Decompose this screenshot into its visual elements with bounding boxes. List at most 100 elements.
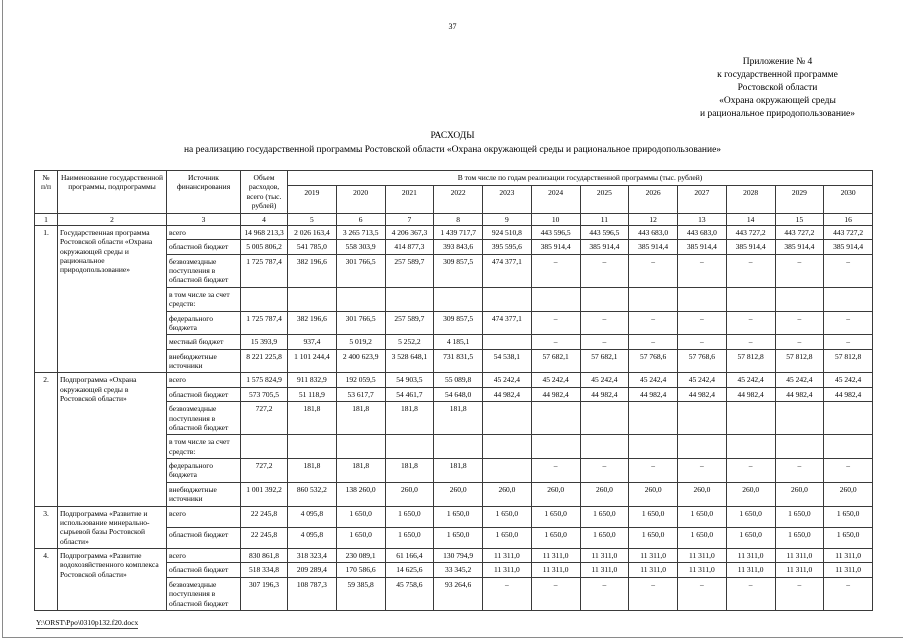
table-row: 1. Государственная программа Ростовской о… [34, 224, 874, 374]
program-name-cell: Подпрограмма «Развитие и использование м… [57, 505, 167, 549]
funding-source-cell: всего [166, 372, 241, 388]
year-amount-cell: 911 832,9 [287, 372, 337, 388]
appendix-line: «Охрана окружающей среды [719, 96, 836, 107]
year-amount-cell [774, 286, 825, 312]
column-number-cell: 14 [725, 212, 776, 226]
year-amount-cell: 541 785,0 [287, 239, 337, 255]
year-amount-cell: 11 311,0 [530, 562, 581, 578]
row-number-cell: 1. [34, 224, 58, 374]
appendix-line: к государственной программе [717, 70, 838, 81]
scan-edge-left [2, 0, 3, 637]
year-amount-cell: – [628, 310, 678, 336]
column-number-cell: 13 [677, 212, 727, 226]
funding-source-cell: всего [166, 224, 241, 241]
year-amount-cell [530, 286, 581, 312]
year-amount-cell: – [628, 576, 678, 611]
funding-source-cell: безвозмездные поступления в областной бю… [166, 253, 241, 288]
footer-file-path: Y:\ORST\Ppo\0310p132.f20.docx [36, 618, 139, 629]
year-header-cell: 2030 [823, 185, 874, 214]
funding-source-cell: в том числе за счет средств: [166, 286, 241, 312]
year-amount-cell: 731 831,5 [433, 348, 483, 374]
year-amount-cell: 181,8 [287, 458, 337, 483]
year-amount-cell: 4 095,8 [287, 505, 337, 528]
funding-source-cell: областной бюджет [166, 526, 241, 550]
funding-source-cell: областной бюджет [166, 386, 241, 403]
year-amount-cell: 301 766,5 [335, 310, 386, 336]
column-number-cell: 4 [240, 212, 288, 226]
year-amount-cell: 45 242,4 [530, 372, 581, 388]
year-amount-cell: 257 589,7 [384, 253, 435, 288]
total-amount-cell: 727,2 [240, 401, 288, 436]
year-amount-cell: 385 914,4 [579, 239, 630, 255]
year-amount-cell [823, 401, 874, 436]
table-row: федерального бюджета 1 725 787,4 382 196,6… [35, 310, 874, 336]
year-amount-cell: – [530, 310, 581, 336]
year-header-cell: 2020 [335, 185, 386, 214]
year-amount-cell [335, 286, 386, 312]
col-header-volume: Объем расходов, всего (тыс. рублей) [240, 170, 288, 214]
year-amount-cell: 181,8 [433, 401, 483, 436]
year-amount-cell: 93 264,6 [433, 576, 483, 611]
year-amount-cell [579, 434, 630, 459]
table-body: 1. Государственная программа Ростовской о… [34, 224, 874, 611]
table-row: 2. Подпрограмма «Охрана окружающей среды … [34, 372, 874, 507]
year-amount-cell: 45 242,4 [774, 372, 825, 388]
table-row: безвозмездные поступления в областной бю… [35, 576, 874, 611]
year-amount-cell: 4 185,1 [433, 334, 483, 350]
year-amount-cell [579, 401, 630, 436]
column-number-cell: 16 [823, 212, 874, 226]
year-amount-cell: 1 650,0 [384, 526, 435, 550]
column-number-cell: 10 [530, 212, 581, 226]
total-amount-cell: 14 968 213,3 [240, 224, 288, 241]
year-amount-cell: 61 166,4 [384, 547, 435, 564]
year-amount-cell [579, 286, 630, 312]
page-number: 37 [448, 22, 457, 31]
year-amount-cell: 230 089,1 [335, 547, 386, 564]
year-amount-cell: 51 118,9 [287, 386, 337, 403]
column-number-cell: 8 [433, 212, 483, 226]
year-amount-cell: 5 252,2 [384, 334, 435, 350]
year-amount-cell: 385 914,4 [774, 239, 825, 255]
year-amount-cell: – [774, 334, 825, 350]
row-number-cell: 2. [34, 372, 58, 507]
year-amount-cell [725, 286, 776, 312]
year-amount-cell: 301 766,5 [335, 253, 386, 288]
year-amount-cell: 5 019,2 [335, 334, 386, 350]
year-amount-cell: 181,8 [384, 401, 435, 436]
year-amount-cell: 309 857,5 [433, 253, 483, 288]
year-amount-cell: 1 650,0 [530, 505, 581, 528]
year-amount-cell: 181,8 [287, 401, 337, 436]
year-header-cell: 2028 [725, 185, 776, 214]
year-amount-cell: – [823, 576, 874, 611]
year-amount-cell: – [774, 253, 825, 288]
year-amount-cell: 4 206 367,3 [384, 224, 435, 241]
year-header-cell: 2022 [433, 185, 483, 214]
year-amount-cell: 57 812,8 [725, 348, 776, 374]
year-header-cell: 2026 [628, 185, 678, 214]
year-amount-cell: 474 377,1 [482, 310, 532, 336]
year-amount-cell [628, 401, 678, 436]
year-amount-cell: 2 400 623,9 [335, 348, 386, 374]
year-amount-cell: 44 982,4 [482, 386, 532, 403]
year-amount-cell: 2 026 163,4 [287, 224, 337, 241]
year-amount-cell: 385 914,4 [823, 239, 874, 255]
column-number-cell: 11 [579, 212, 630, 226]
funding-source-cell: безвозмездные поступления в областной бю… [166, 576, 241, 611]
year-amount-cell: 57 812,8 [823, 348, 874, 374]
years-header-row: 2019 2020 2021 2022 2023 2024 2025 2026 2027 2028… [35, 185, 874, 214]
year-amount-cell: – [677, 334, 727, 350]
year-amount-cell [628, 434, 678, 459]
year-amount-cell: 1 650,0 [725, 505, 776, 528]
year-amount-cell: – [823, 253, 874, 288]
document-title: РАСХОДЫ на реализацию государственной пр… [0, 130, 905, 158]
year-header-cell: 2019 [287, 185, 337, 214]
year-amount-cell: 1 650,0 [335, 505, 386, 528]
total-amount-cell: 573 705,5 [240, 386, 288, 403]
scan-edge-bottom [2, 637, 903, 638]
year-amount-cell: 181,8 [335, 401, 386, 436]
year-amount-cell: 11 311,0 [677, 562, 727, 578]
total-amount-cell: 1 725 787,4 [240, 253, 288, 288]
year-amount-cell: 45 242,4 [677, 372, 727, 388]
funding-source-cell: в том числе за счет средств: [166, 434, 241, 459]
year-amount-cell: 14 625,6 [384, 562, 435, 578]
